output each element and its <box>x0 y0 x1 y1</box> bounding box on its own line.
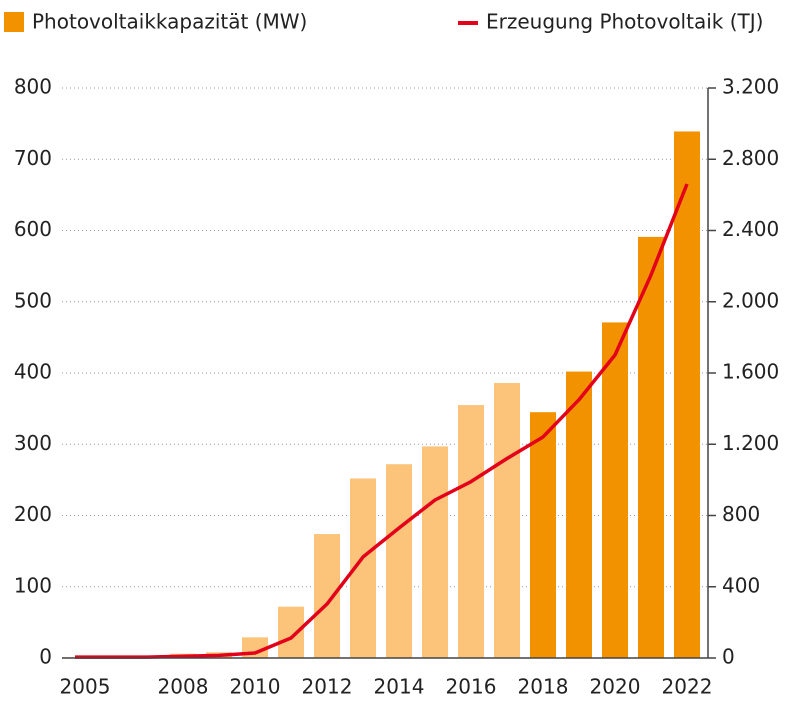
bar <box>458 405 484 658</box>
legend-swatch <box>4 12 24 32</box>
line <box>75 183 689 659</box>
y-tick-label: 300 <box>14 431 52 455</box>
x-tick-label: 2018 <box>518 675 569 699</box>
y2-tick-label: 2.800 <box>722 146 779 170</box>
bar <box>530 412 556 658</box>
y2-tick-label: 2.400 <box>722 217 779 241</box>
x-tick-label: 2005 <box>60 675 111 699</box>
y2-tick-label: 3.200 <box>722 75 779 99</box>
bar <box>422 446 448 658</box>
x-tick-label: 2010 <box>230 675 281 699</box>
y-tick-label: 500 <box>14 288 52 312</box>
y-tick-label: 600 <box>14 217 52 241</box>
x-tick-label: 2014 <box>374 675 425 699</box>
bar <box>314 534 340 658</box>
x-tick-label: 2012 <box>302 675 353 699</box>
y-tick-label: 200 <box>14 502 52 526</box>
y2-tick-label: 2.000 <box>722 288 779 312</box>
x-tick-label: 2008 <box>158 675 209 699</box>
y-tick-label: 800 <box>14 75 52 99</box>
legend-label: Erzeugung Photovoltaik (TJ) <box>486 10 763 34</box>
y2-tick-label: 0 <box>722 645 735 669</box>
legend-label: Photovoltaikkapazität (MW) <box>32 10 307 34</box>
bar <box>602 322 628 658</box>
x-tick-label: 2020 <box>590 675 641 699</box>
y2-tick-label: 1.200 <box>722 431 779 455</box>
bar <box>494 382 520 658</box>
x-tick-label: 2016 <box>446 675 497 699</box>
y2-tick-label: 400 <box>722 573 760 597</box>
x-tick-label: 2022 <box>662 675 713 699</box>
y-tick-label: 0 <box>39 645 52 669</box>
bar <box>674 131 700 658</box>
y2-tick-label: 1.600 <box>722 360 779 384</box>
bar <box>638 236 664 658</box>
y-tick-label: 400 <box>14 360 52 384</box>
bar <box>386 464 412 658</box>
bar <box>566 371 592 658</box>
bar <box>278 606 304 658</box>
y-tick-label: 700 <box>14 146 52 170</box>
y2-tick-label: 800 <box>722 502 760 526</box>
y-tick-label: 100 <box>14 573 52 597</box>
